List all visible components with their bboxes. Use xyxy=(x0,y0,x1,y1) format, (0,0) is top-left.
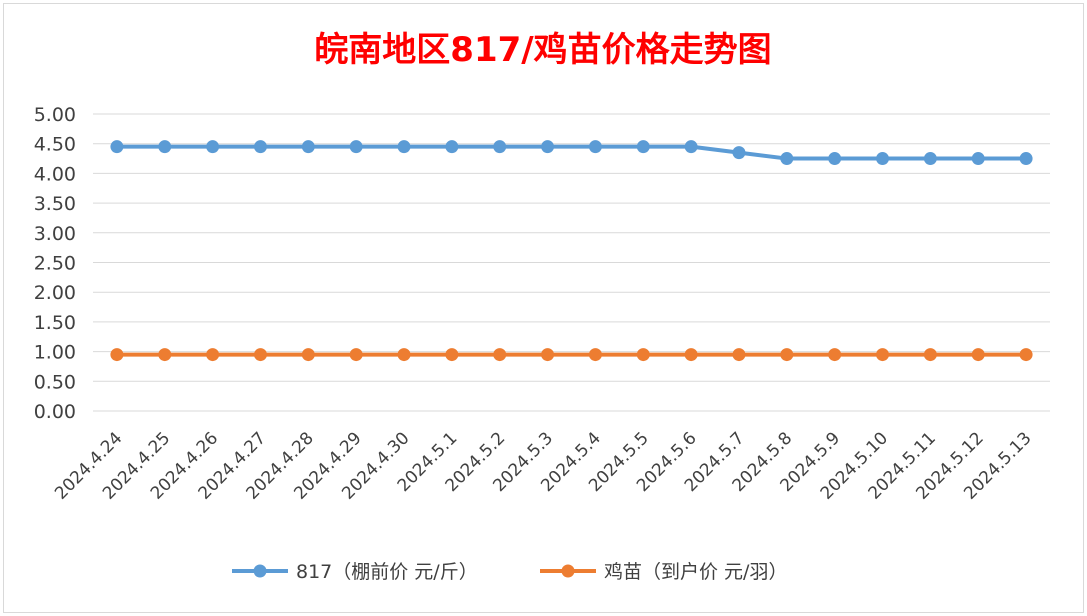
y-tick-label: 4.50 xyxy=(34,134,76,156)
chart-title: 皖南地区817/鸡苗价格走势图 xyxy=(314,30,771,70)
series-0 xyxy=(110,140,1033,166)
data-point xyxy=(445,348,459,362)
series-line xyxy=(116,144,1027,161)
data-point xyxy=(110,140,124,154)
series-1 xyxy=(110,348,1033,362)
data-point xyxy=(253,140,267,154)
y-tick-label: 3.00 xyxy=(34,223,76,245)
y-tick-label: 1.00 xyxy=(34,342,76,364)
data-point xyxy=(828,348,842,362)
data-point xyxy=(636,140,650,154)
chart-frame: 皖南地区817/鸡苗价格走势图 0.00 0.50 1.00 1.50 2.00 2.50… xyxy=(3,3,1084,613)
line-chart: 皖南地区817/鸡苗价格走势图 0.00 0.50 1.00 1.50 2.00 2.50… xyxy=(34,30,1050,583)
data-point xyxy=(301,140,315,154)
data-point xyxy=(397,140,411,154)
data-point xyxy=(828,152,842,166)
data-point xyxy=(1019,348,1033,362)
data-point xyxy=(206,348,220,362)
data-point xyxy=(349,348,363,362)
data-point xyxy=(1019,152,1033,166)
data-point xyxy=(110,348,124,362)
data-point xyxy=(206,140,220,154)
y-tick-label: 3.50 xyxy=(34,193,76,215)
data-point xyxy=(876,152,890,166)
data-point xyxy=(158,140,172,154)
legend-marker xyxy=(253,564,267,578)
data-point xyxy=(397,348,411,362)
data-point xyxy=(493,348,507,362)
legend-label: 鸡苗（到户价 元/羽） xyxy=(604,561,787,583)
data-point xyxy=(971,152,985,166)
y-tick-label: 2.00 xyxy=(34,282,76,304)
data-point xyxy=(541,140,555,154)
data-point xyxy=(876,348,890,362)
data-point xyxy=(684,348,698,362)
legend-item-0: 817（棚前价 元/斤） xyxy=(232,561,478,583)
data-point xyxy=(636,348,650,362)
data-point xyxy=(923,348,937,362)
y-tick-label: 0.50 xyxy=(34,371,76,393)
data-point xyxy=(732,146,746,160)
data-point xyxy=(588,348,602,362)
data-point xyxy=(923,152,937,166)
legend-item-1: 鸡苗（到户价 元/羽） xyxy=(540,561,787,583)
data-point xyxy=(158,348,172,362)
y-tick-label: 2.50 xyxy=(34,253,76,275)
data-point xyxy=(971,348,985,362)
data-point xyxy=(445,140,459,154)
y-tick-label: 0.00 xyxy=(34,401,76,423)
data-point xyxy=(349,140,363,154)
y-tick-label: 5.00 xyxy=(34,104,76,126)
data-point xyxy=(541,348,555,362)
data-point xyxy=(732,348,746,362)
legend-label: 817（棚前价 元/斤） xyxy=(296,561,478,583)
data-point xyxy=(493,140,507,154)
data-point xyxy=(780,152,794,166)
data-point xyxy=(780,348,794,362)
y-tick-label: 4.00 xyxy=(34,163,76,185)
data-point xyxy=(588,140,602,154)
data-point xyxy=(301,348,315,362)
legend-marker xyxy=(561,564,575,578)
y-tick-label: 1.50 xyxy=(34,312,76,334)
data-point xyxy=(684,140,698,154)
data-point xyxy=(253,348,267,362)
